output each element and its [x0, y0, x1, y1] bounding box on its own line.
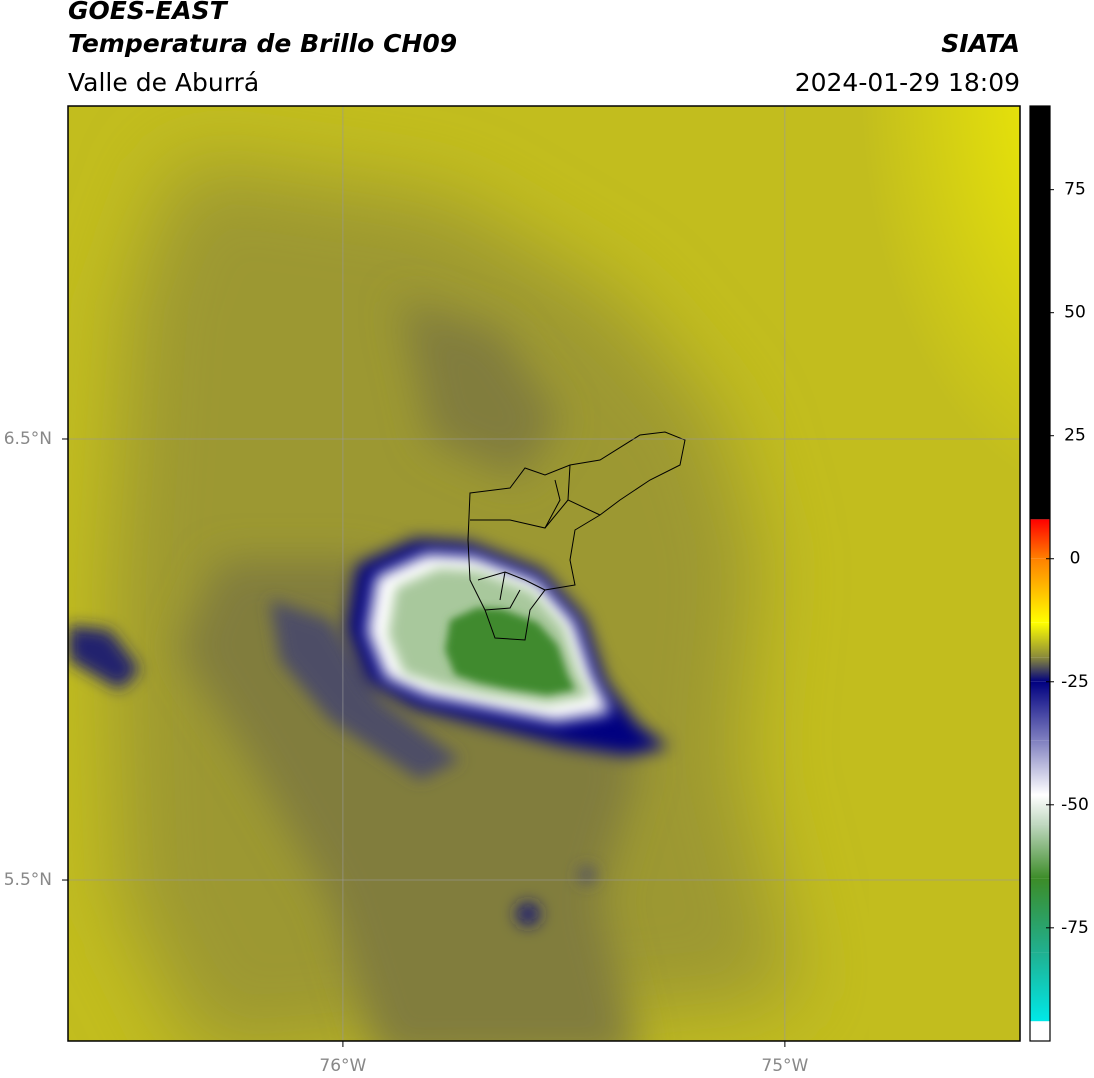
- colorbar-tick-label: 25: [1064, 426, 1086, 446]
- colorbar-segment: [1030, 824, 1050, 879]
- x-tick-label: 75°W: [761, 1056, 808, 1076]
- colorbar-tick-label: 75: [1064, 180, 1086, 200]
- map-image: [68, 106, 1020, 1041]
- colorbar-segment: [1030, 740, 1050, 795]
- y-tick-label: 5.5°N: [4, 870, 52, 890]
- colorbar-segment: [1030, 622, 1050, 658]
- colorbar-tick-label: -25: [1061, 672, 1089, 692]
- source: SIATA: [941, 29, 1020, 58]
- colorbar-frame: [1029, 105, 1051, 1042]
- colorbar-segment: [1030, 878, 1050, 953]
- colorbar: [1030, 106, 1054, 1041]
- colorbar-segment: [1030, 952, 1050, 1022]
- region: Valle de Aburrá: [68, 68, 259, 97]
- colorbar-segment: [1030, 519, 1050, 559]
- grid: [62, 106, 1020, 1047]
- colorbar-tick-label: 50: [1064, 303, 1086, 323]
- title: GOES-EAST: [68, 0, 229, 25]
- colorbar-segment: [1030, 681, 1050, 741]
- x-tick-label: 76°W: [319, 1056, 366, 1076]
- colorbar-segment: [1030, 657, 1050, 682]
- colorbar-tick-label: -75: [1061, 918, 1089, 938]
- colorbar-tick-label: 0: [1070, 549, 1081, 569]
- colorbar-tick-label: -50: [1061, 795, 1089, 815]
- y-tick-label: 6.5°N: [4, 429, 52, 449]
- colorbar-segment: [1030, 558, 1050, 623]
- map-frame: [67, 105, 1021, 1042]
- colorbar-segment: [1030, 106, 1050, 520]
- colorbar-segment: [1030, 1021, 1050, 1041]
- colorbar-segment: [1030, 794, 1050, 825]
- datetime: 2024-01-29 18:09: [795, 68, 1020, 97]
- subtitle: Temperatura de Brillo CH09: [68, 29, 457, 58]
